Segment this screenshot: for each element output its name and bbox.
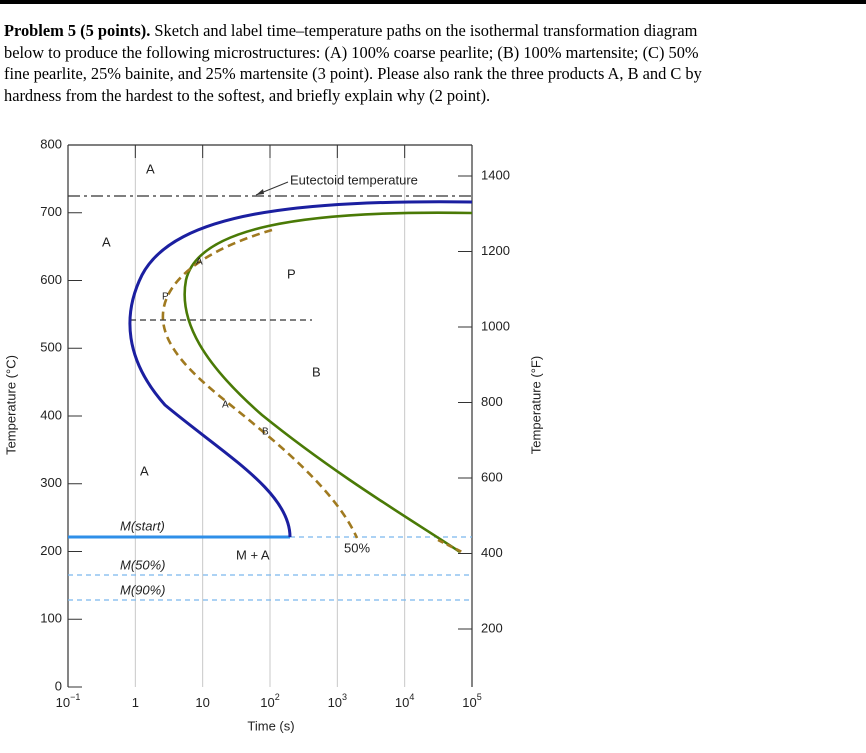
tick-base: 10 [56,695,70,710]
y-tick-label: 800 [40,136,62,151]
label: P [287,266,296,281]
x-tick-label: 105 [462,692,481,710]
x-axis-title: Time (s) [247,718,294,733]
tick-exp: −1 [70,692,80,702]
path-label: A [196,257,203,268]
x-tick-label: 102 [260,692,279,710]
line: below to produce the following microstru… [4,42,699,62]
line: fine pearlite, 25% bainite, and 25% mart… [4,64,702,83]
x-tick-label: 1 [132,695,139,710]
problem-text: Problem 5 (5 points). Sketch and label t… [4,20,864,106]
path-label: P [162,292,169,303]
x-tick-label: 10−1 [56,692,81,710]
x-tick-label: 103 [328,692,347,710]
y-tick-label: 400 [40,407,62,422]
heading: Problem 5 (5 points). [4,21,151,40]
y2-tick-label: 1000 [481,318,510,333]
label: B [312,364,321,379]
y2-tick-label: 800 [481,394,503,409]
y2-tick-label: 400 [481,545,503,560]
line: Problem 5 (5 points). Sketch and label t… [4,20,864,42]
y2-tick-label: 1400 [481,167,510,182]
y-tick-label: 0 [55,678,62,693]
y-tick-label: 300 [40,475,62,490]
tick-base: 10 [260,695,274,710]
y-tick-label: 600 [40,272,62,287]
tick-base: 10 [462,695,476,710]
y-tick-label: 700 [40,204,62,219]
x-tick-label: 104 [395,692,414,710]
text: Sketch and label time–temperature paths … [154,21,698,40]
top-bar [0,0,866,4]
label: M(90%) [120,582,166,597]
label: M + A [236,547,270,562]
50pct-tail [437,538,463,554]
x-tick-label: 10 [195,695,209,710]
label: A [146,161,155,176]
y2-tick-label: 600 [481,469,503,484]
start-curve [128,200,473,538]
y2-axis-title: Temperature (°F) [528,356,543,454]
finish-curve [183,211,473,554]
label: 50% [344,540,370,555]
y-tick-label: 200 [40,543,62,558]
label: Eutectoid temperature [290,172,418,187]
y2-tick-label: 200 [481,620,503,635]
tick-exp: 5 [477,692,482,702]
label: A [140,463,149,478]
y2-tick-label: 1200 [481,243,510,258]
y-axis-title: Temperature (°C) [3,355,18,455]
tick-base: 10 [195,695,209,710]
label: A [102,234,111,249]
line: hardness from the hardest to the softest… [4,85,491,105]
arrow-head [256,189,264,195]
tick-base: 1 [132,695,139,710]
y-tick-label: 500 [40,340,62,355]
50pct-curve [161,228,359,539]
tick-base: 10 [328,695,342,710]
tick-exp: 3 [342,692,347,702]
label: M(50%) [120,557,166,572]
label: M(start) [120,518,165,533]
y-tick-label: 100 [40,611,62,626]
tick-base: 10 [395,695,409,710]
path-label: A [222,400,229,411]
path-label: B [262,427,269,438]
tick-exp: 2 [275,692,280,702]
tick-exp: 4 [409,692,414,702]
